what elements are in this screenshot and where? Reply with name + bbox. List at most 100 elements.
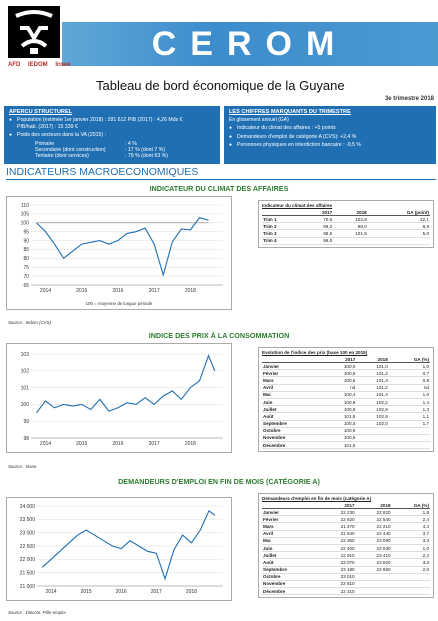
table-cell: Mai [262, 537, 320, 545]
table-header [262, 503, 320, 509]
table-header: GA (%) [391, 503, 430, 509]
sector-value: : 79 % (dont 63 %) [125, 152, 168, 159]
series-line [35, 354, 216, 414]
y-tick-label: 23 000 [20, 530, 36, 536]
table-cell: 100,6 [323, 434, 357, 443]
table-cell: 2,4 [391, 515, 430, 524]
block3-title: DEMANDEURS D'EMPLOI EN FIN DE MOIS (CATÉ… [118, 477, 320, 486]
table-cell: 22 440 [355, 530, 392, 538]
table-cell: 22 630 [355, 544, 392, 553]
x-tick-label: 2018 [186, 589, 197, 595]
table-cell: 23 820 [355, 558, 392, 567]
table-cell: 22 310 [319, 587, 356, 596]
table-cell: 32,1 [367, 215, 430, 224]
table-cell: 22 810 [319, 580, 356, 589]
series-line [36, 217, 209, 278]
table-row: Novembre 100,6 [262, 434, 430, 443]
table-header [262, 357, 324, 363]
table-cell: 1,0 [388, 391, 430, 399]
table-cell: 23 010 [319, 573, 356, 581]
chiffres-sub: En glissement annuel (GA) [229, 117, 289, 123]
table-row: Mai 100,4 101,4 1,0 [262, 391, 430, 399]
table-cell: 22 210 [355, 522, 392, 531]
table-row: Septembre 23 180 22 650 2,0 [262, 566, 430, 574]
table-cell [388, 441, 430, 450]
y-tick-label: 90 [23, 238, 29, 244]
table-cell: 101,5 [323, 441, 357, 450]
table-cell [356, 441, 389, 450]
table-row: Novembre 22 810 [262, 580, 430, 589]
table-cell: 98,0 [333, 222, 368, 231]
table-cell: 23 070 [319, 558, 356, 567]
table-caption: Demandeurs d'emploi en fin de mois (caté… [262, 496, 372, 501]
table-cell: 100,8 [323, 405, 357, 414]
table-cell: Octobre [262, 573, 320, 581]
table-cell: 22 230 [319, 508, 356, 517]
chiffre-item: Indicateur du climat des affaires : +5 p… [229, 125, 431, 132]
table-cell: Mars [262, 376, 324, 385]
y-tick-label: 24 000 [20, 504, 36, 510]
apercu-heading: APERCU STRUCTUREL [9, 109, 73, 115]
poids-item: Poids des secteurs dans la VA (2015) : [9, 132, 215, 139]
table-cell: 22 910 [319, 551, 356, 560]
table-cell: 1,7 [388, 420, 430, 428]
table-row: Août 23 070 23 820 3,3 [262, 558, 430, 567]
table-cell: 96,5 [301, 229, 334, 238]
x-tick-label: 2018 [185, 441, 196, 447]
population-text: Population (estimée 1er janvier 2018) : … [17, 117, 183, 123]
partner-logos: AFD IEDOM Insee [8, 62, 77, 68]
table-row: Avril 21 640 22 440 3,7 [262, 530, 430, 538]
table-cell: 1,0 [388, 362, 430, 371]
x-tick-label: 2015 [76, 288, 87, 294]
x-tick-label: 2017 [149, 441, 160, 447]
x-tick-label: 2015 [81, 589, 92, 595]
sector-name: Secondaire (dont construction) [35, 146, 106, 153]
sector-row: Primaire : 4 % [9, 141, 215, 147]
chart-note: 100 = moyenne de longue période [85, 301, 153, 306]
table-cell: 1,3 [388, 405, 430, 414]
sector-value: : 4 % [125, 140, 137, 147]
table-cell [355, 580, 392, 589]
pib-hab-text: PIB/hab. (2017) : 15 339 € [17, 123, 78, 130]
table-row: Janvier 100,0 101,0 1,0 [262, 362, 430, 371]
table-row: Janvier 22 230 22 620 1,8 [262, 508, 430, 517]
table-cell: 101,4 [356, 391, 389, 399]
y-tick-label: 100 [21, 402, 30, 408]
y-tick-label: 103 [21, 352, 30, 358]
apercu-panel: APERCU STRUCTUREL Population (estimée 1e… [4, 106, 220, 164]
y-tick-label: 102 [21, 369, 30, 375]
table-caption: Indicateur du climat des affaires [262, 203, 333, 208]
table-cell: 21 640 [319, 530, 356, 538]
table-cell: Septembre [262, 566, 320, 574]
data-table: 2017 2018 GA (%) Janvier 100,0 101,0 1,0 Févrie… [262, 357, 430, 450]
table-cell [333, 237, 368, 245]
table-header [262, 210, 302, 216]
table-emploi: Demandeurs d'emploi en fin de mois (caté… [258, 493, 434, 599]
chart-climat-svg: 65 70 75 80 85 90 95 100 105 110 2014 2015 2016 2017 2… [21, 203, 223, 294]
table-cell: 22 620 [355, 508, 392, 517]
table-cell: Avril [262, 530, 320, 538]
table-header: 2018 [333, 210, 368, 216]
table-row: Septembre 100,3 102,0 1,7 [262, 420, 430, 428]
chart-emploi-svg: 21 000 21 500 22 000 22 500 23 000 23 500 24 0… [20, 504, 223, 595]
table-cell: 2,0 [391, 566, 430, 574]
y-tick-label: 22 500 [20, 544, 36, 550]
section-title: INDICATEURS MACROECONOMIQUES [6, 166, 436, 180]
sector-name: Primaire [35, 140, 55, 147]
table-row: Octobre 100,6 [262, 427, 430, 435]
table-cell: 70,6 [301, 215, 334, 224]
x-tick-label: 2014 [40, 441, 51, 447]
table-cell: 102,9 [356, 412, 389, 421]
table-cell: 3,3 [391, 558, 430, 567]
data-table: 2017 2018 GA (%) Janvier 22 230 22 620 1,8 Févr… [262, 503, 430, 596]
table-row: Décembre 22 310 [262, 587, 430, 596]
table-cell: 101,3 [356, 376, 389, 385]
table-row: Octobre 23 010 [262, 573, 430, 581]
header: CEROM AFD IEDOM Insee Tableau de bord éc… [0, 0, 438, 104]
table-cell: Janvier [262, 508, 320, 517]
table-cell: 4,4 [391, 522, 430, 531]
table-cell [388, 434, 430, 443]
chart-emploi: 21 000 21 500 22 000 22 500 23 000 23 500 24 0… [6, 497, 232, 601]
table-prix: Evolution de l'indice des prix (base 100… [258, 347, 434, 453]
table-cell: Trim 1 [262, 215, 302, 224]
